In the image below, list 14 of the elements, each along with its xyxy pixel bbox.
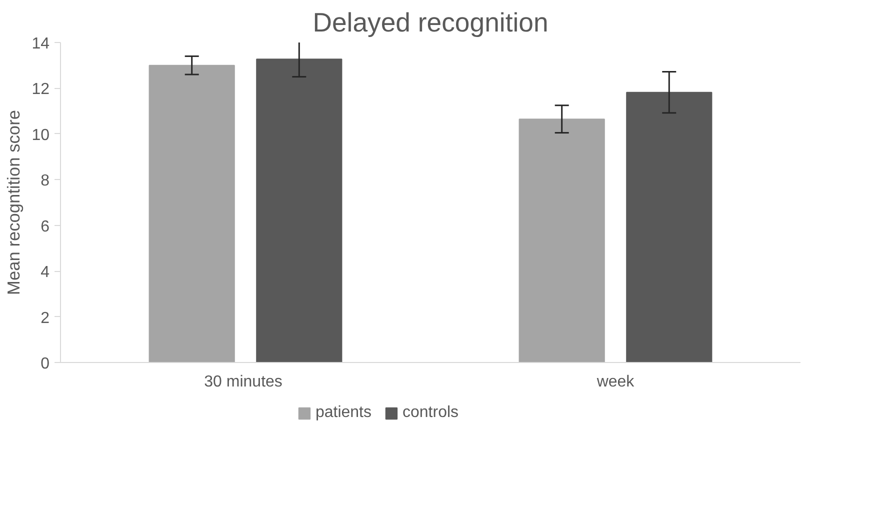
- y-tick-label: 14: [32, 36, 50, 52]
- legend-label: patients: [315, 404, 372, 422]
- y-axis-title: Mean recogntition score: [4, 110, 24, 295]
- y-tick-label: 8: [40, 172, 50, 190]
- y-tick-label: 0: [40, 356, 50, 372]
- legend-label: controls: [402, 404, 459, 422]
- y-tick-label: 6: [40, 218, 50, 236]
- x-tick-label: 30 minutes: [204, 374, 282, 390]
- y-tick-label: 4: [40, 264, 50, 282]
- y-tick-label: 10: [32, 126, 50, 144]
- y-tick-label: 12: [32, 81, 50, 98]
- y-tick-label: 2: [40, 310, 50, 327]
- x-tick-label: week: [596, 374, 636, 390]
- chart-title: Delayed recognition: [312, 8, 548, 38]
